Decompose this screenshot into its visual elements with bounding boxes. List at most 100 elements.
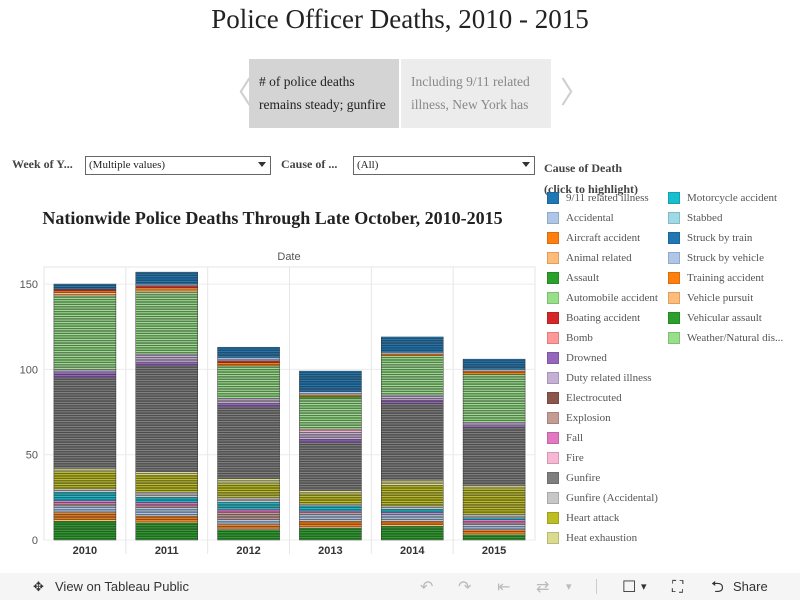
bar-segment — [53, 503, 117, 507]
redo-icon[interactable]: ↷ — [458, 577, 472, 596]
bar-segment — [53, 396, 117, 399]
bar-segment — [462, 379, 526, 382]
legend-item[interactable]: Fall — [547, 428, 658, 448]
bar-segment — [462, 406, 526, 409]
story-prev-arrow-icon[interactable]: 〈 — [222, 76, 252, 111]
legend-item[interactable]: Duty related illness — [547, 368, 658, 388]
bar-segment — [53, 413, 117, 416]
bar-segment — [135, 278, 198, 281]
bar-segment — [462, 493, 526, 496]
legend-item[interactable]: Heat exhaustion — [547, 528, 658, 548]
filter-week-dropdown[interactable]: (Multiple values) — [85, 156, 271, 175]
legend-label: Accidental — [566, 212, 614, 224]
refresh-icon[interactable]: ⇄ — [536, 577, 550, 596]
bar-segment — [53, 474, 117, 478]
story-next-arrow-icon[interactable]: 〉 — [560, 76, 590, 111]
bar-segment — [381, 500, 444, 503]
bar-segment — [53, 329, 117, 333]
bar-segment — [53, 502, 117, 505]
bar-segment — [299, 445, 362, 449]
view-on-tableau-link[interactable]: View on Tableau Public — [55, 579, 189, 594]
bar-segment — [381, 476, 444, 479]
bar-segment — [135, 444, 198, 447]
bar-segment — [381, 522, 444, 525]
legend-item[interactable]: Struck by train — [668, 228, 783, 248]
legend-item[interactable]: Stabbed — [668, 208, 783, 228]
legend-item[interactable]: Automobile accident — [547, 288, 658, 308]
refresh-dropdown-icon[interactable]: ▾ — [566, 580, 572, 593]
bar-segment — [217, 435, 280, 438]
bar-segment — [381, 538, 444, 541]
legend-item[interactable]: Weather/Natural dis... — [668, 328, 783, 348]
bar-segment — [462, 404, 526, 408]
legend-item[interactable]: Aircraft accident — [547, 228, 658, 248]
legend-item[interactable]: Vehicle pursuit — [668, 288, 783, 308]
bar-segment — [462, 517, 526, 520]
legend-item[interactable]: Assault — [547, 268, 658, 288]
legend-item[interactable]: Struck by vehicle — [668, 248, 783, 268]
bar-segment — [135, 370, 198, 374]
legend-label: Automobile accident — [566, 292, 658, 304]
legend-item[interactable]: Fire — [547, 448, 658, 468]
bar-segment — [381, 512, 444, 515]
bar-segment — [381, 433, 444, 437]
bar-segment — [217, 469, 280, 472]
tableau-logo-icon[interactable]: ✥ — [33, 579, 44, 594]
legend-item[interactable]: Drowned — [547, 348, 658, 368]
legend-item[interactable]: Boating accident — [547, 308, 658, 328]
fullscreen-icon[interactable]: ⛶ — [672, 577, 684, 596]
bar-segment — [462, 449, 526, 452]
legend-item[interactable]: Motorcycle accident — [668, 188, 783, 208]
x-tick-label: 2010 — [73, 545, 97, 557]
legend-item[interactable]: Gunfire — [547, 468, 658, 488]
bar-segment — [381, 360, 444, 363]
bar-segment — [217, 372, 280, 375]
bar-segment — [53, 454, 117, 457]
bar-segment — [135, 492, 198, 495]
bar-segment — [217, 374, 280, 377]
story-point-1[interactable]: # of police deaths remains steady; gunfi… — [249, 59, 399, 128]
bar-segment — [53, 427, 117, 430]
bar-segment — [299, 510, 362, 513]
bar-segment — [381, 488, 444, 491]
undo-icon[interactable]: ↶ — [420, 577, 434, 596]
bar-segment — [53, 312, 117, 315]
bar-segment — [53, 331, 117, 334]
bar-segment — [381, 514, 444, 517]
legend-item[interactable]: Accidental — [547, 208, 658, 228]
download-dropdown-icon[interactable]: ▾ — [641, 580, 647, 593]
bar-segment — [462, 387, 526, 391]
legend-item[interactable]: Heart attack — [547, 508, 658, 528]
share-icon[interactable]: ⮌ — [711, 577, 724, 596]
story-point-2[interactable]: Including 9/11 related illness, New York… — [401, 59, 551, 128]
legend-item[interactable]: Electrocuted — [547, 388, 658, 408]
bar-segment — [135, 375, 198, 379]
legend-item[interactable]: Gunfire (Accidental) — [547, 488, 658, 508]
bar-segment — [135, 495, 198, 498]
legend-item[interactable]: Explosion — [547, 408, 658, 428]
filter-cause-dropdown[interactable]: (All) — [353, 156, 535, 175]
legend-item[interactable]: Animal related — [547, 248, 658, 268]
legend-item[interactable]: Training accident — [668, 268, 783, 288]
bar-segment — [217, 510, 280, 513]
revert-icon[interactable]: ⇤ — [497, 577, 511, 596]
bar-segment — [462, 413, 526, 416]
download-icon[interactable]: ☐ — [622, 577, 637, 596]
legend-item[interactable]: Bomb — [547, 328, 658, 348]
bar-segment — [135, 473, 198, 476]
legend-item[interactable]: Vehicular assault — [668, 308, 783, 328]
bar-segment — [381, 480, 444, 483]
bar-segment — [53, 352, 117, 355]
bar-segment — [299, 384, 362, 387]
bar-segment — [381, 336, 444, 339]
bar-segment — [462, 372, 526, 375]
bar-segment — [462, 418, 526, 421]
legend-label: Fall — [566, 432, 584, 444]
share-button[interactable]: Share — [733, 579, 768, 594]
legend-label: Stabbed — [687, 212, 723, 224]
bar-segment — [299, 500, 362, 503]
legend-swatch — [547, 512, 559, 524]
legend-item[interactable]: 9/11 related illness — [547, 188, 658, 208]
bar-segment — [462, 377, 526, 380]
bar-segment — [299, 493, 362, 496]
